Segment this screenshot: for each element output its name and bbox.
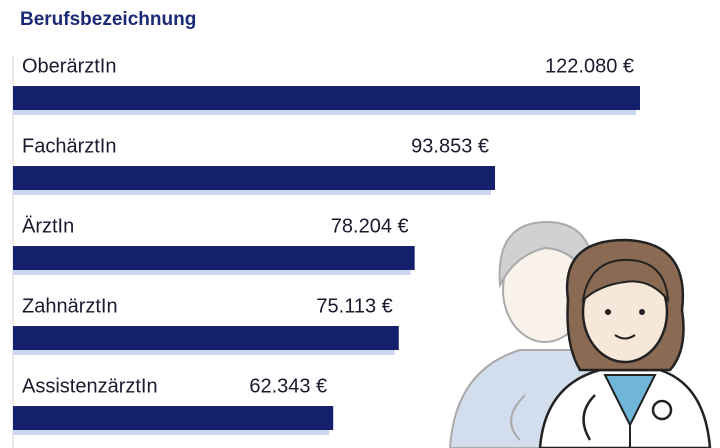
bar: [13, 86, 640, 110]
category-label: OberärztIn: [22, 55, 116, 77]
value-label: 62.343 €: [249, 375, 327, 397]
category-label: AssistenzärztIn: [22, 375, 158, 397]
category-label: FachärztIn: [22, 135, 116, 157]
value-label: 75.113 €: [316, 295, 392, 317]
bar: [13, 406, 334, 430]
category-label: ZahnärztIn: [22, 295, 118, 317]
bar: [13, 326, 399, 350]
value-label: 93.853 €: [411, 135, 489, 157]
doctor-front: [538, 238, 712, 448]
chart-title: Berufsbezeichnung: [20, 9, 196, 30]
bar: [13, 246, 415, 270]
bar: [13, 166, 496, 190]
doctors-illustration: [448, 220, 712, 448]
value-label: 122.080 €: [545, 55, 634, 77]
value-label: 78.204 €: [331, 215, 409, 237]
category-label: ÄrztIn: [22, 215, 74, 237]
